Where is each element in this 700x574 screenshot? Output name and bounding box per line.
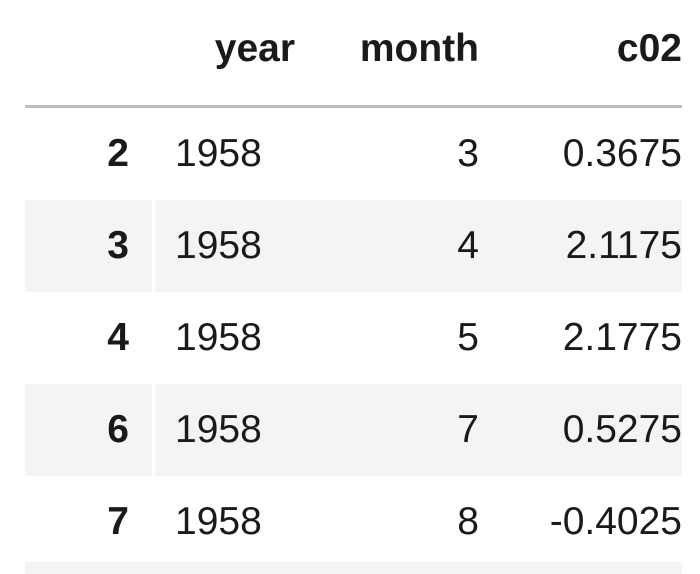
header-row: year month c02 [25, 0, 682, 108]
row-index: 3 [25, 200, 155, 292]
cell-month: 4 [295, 200, 479, 292]
table-header: year month c02 [25, 0, 682, 108]
next-row-edge [25, 562, 682, 574]
table-body: 2 1958 3 0.3675 3 1958 4 2.1175 4 1958 5… [25, 106, 682, 568]
table-row: 6 1958 7 0.5275 [25, 384, 682, 476]
column-header-month: month [295, 0, 479, 108]
row-index: 7 [25, 476, 155, 568]
dataframe-table: year month c02 2 1958 3 0.3675 3 1958 4 … [25, 0, 682, 568]
cell-c02: -0.4025 [479, 476, 682, 568]
dataframe-table-view: year month c02 2 1958 3 0.3675 3 1958 4 … [25, 0, 682, 574]
column-header-year: year [155, 0, 295, 108]
cell-year: 1958 [155, 200, 295, 292]
row-index: 4 [25, 292, 155, 384]
column-header-c02: c02 [479, 0, 682, 108]
row-index: 6 [25, 384, 155, 476]
cell-month: 7 [295, 384, 479, 476]
table-row: 7 1958 8 -0.4025 [25, 476, 682, 568]
table-row: 3 1958 4 2.1175 [25, 200, 682, 292]
table-row: 2 1958 3 0.3675 [25, 106, 682, 200]
cell-year: 1958 [155, 106, 295, 200]
cell-c02: 0.3675 [479, 106, 682, 200]
cell-year: 1958 [155, 384, 295, 476]
cell-month: 3 [295, 106, 479, 200]
cell-c02: 0.5275 [479, 384, 682, 476]
cell-month: 8 [295, 476, 479, 568]
cell-c02: 2.1175 [479, 200, 682, 292]
index-column-header [25, 0, 155, 108]
table-row: 4 1958 5 2.1775 [25, 292, 682, 384]
cell-year: 1958 [155, 476, 295, 568]
cell-c02: 2.1775 [479, 292, 682, 384]
cell-month: 5 [295, 292, 479, 384]
row-index: 2 [25, 106, 155, 200]
cell-year: 1958 [155, 292, 295, 384]
